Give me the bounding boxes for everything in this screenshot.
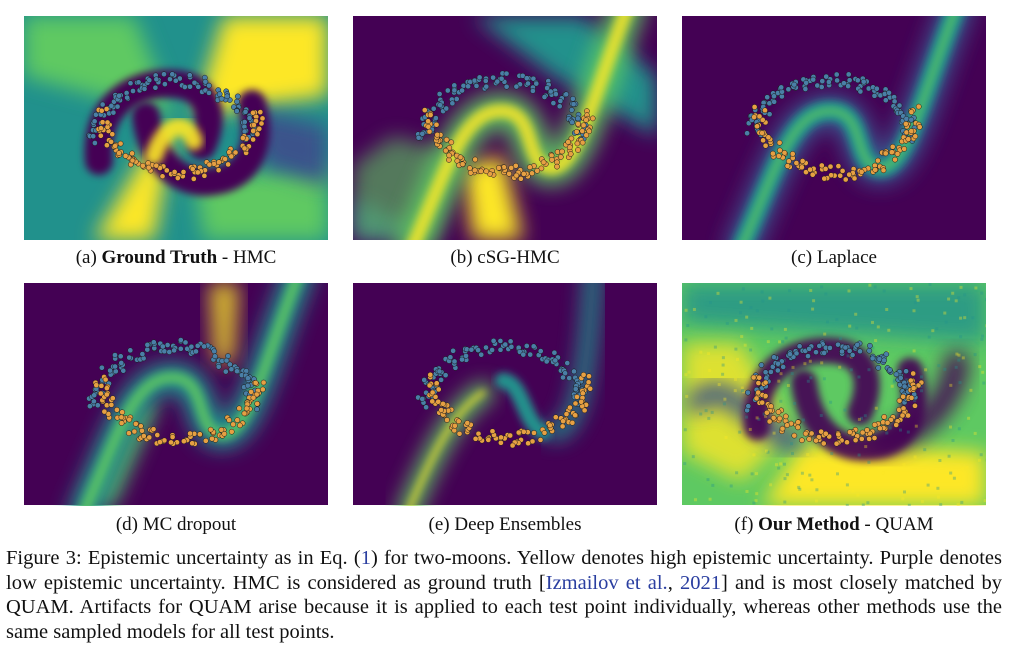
subcaption-a-prefix: (a): [76, 247, 102, 268]
subcaption-d-suffix: MC dropout: [143, 514, 236, 535]
panel-e-plot: [353, 283, 657, 506]
subcaption-a-suffix: - HMC: [217, 247, 276, 268]
subcaption-f-bold: Our Method: [758, 514, 860, 535]
subcaption-e-prefix: (e): [429, 514, 455, 535]
subcaption-b-suffix: cSG-HMC: [477, 247, 559, 268]
subcaption-c: (c) Laplace: [682, 247, 986, 269]
panel-c-plot: [682, 16, 986, 240]
subcaption-c-prefix: (c): [791, 247, 817, 268]
subcaption-b: (b) cSG-HMC: [353, 247, 657, 269]
subcaption-f: (f) Our Method - QUAM: [682, 514, 986, 536]
panel-b-plot: [353, 16, 657, 240]
figure-caption: Figure 3: Epistemic uncertainty as in Eq…: [6, 546, 1002, 644]
subcaption-d: (d) MC dropout: [24, 514, 328, 536]
subcaption-e-suffix: Deep Ensembles: [454, 514, 581, 535]
subcaption-f-suffix: - QUAM: [860, 514, 934, 535]
caption-citation-separator: ,: [668, 572, 680, 594]
subcaption-d-prefix: (d): [116, 514, 143, 535]
panel-f-plot: [682, 283, 986, 506]
subcaption-e: (e) Deep Ensembles: [353, 514, 657, 536]
caption-part1: Figure 3: Epistemic uncertainty as in Eq…: [6, 547, 361, 569]
equation-reference-link[interactable]: 1: [361, 547, 371, 569]
citation-link-author[interactable]: Izmailov et al.: [546, 572, 668, 594]
panel-a-plot: [24, 16, 328, 240]
citation-link-year[interactable]: 2021: [680, 572, 721, 594]
subcaption-f-prefix: (f): [734, 514, 758, 535]
panel-d-plot: [24, 283, 328, 506]
subcaption-a: (a) Ground Truth - HMC: [24, 247, 328, 269]
subcaption-c-suffix: Laplace: [817, 247, 877, 268]
subcaption-a-bold: Ground Truth: [102, 247, 218, 268]
subcaption-b-prefix: (b): [450, 247, 477, 268]
